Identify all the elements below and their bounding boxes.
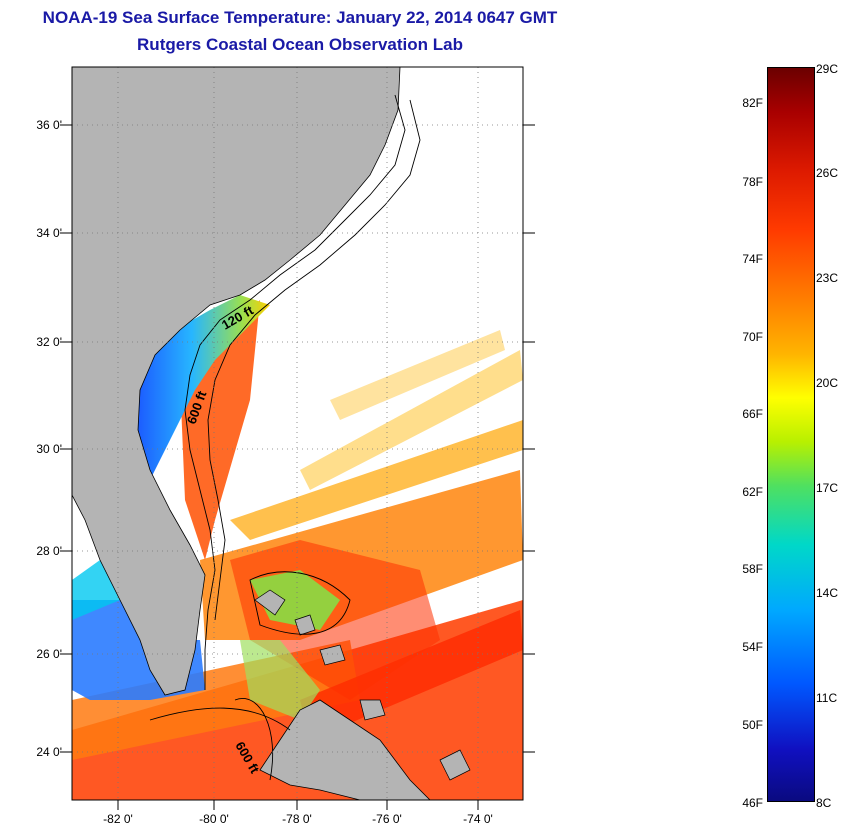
lat-label-28: 28 0': [36, 544, 62, 558]
colorbar-f-50: 50F: [742, 718, 763, 732]
lat-label-24: 24 0': [36, 745, 62, 759]
lon-label-78: -78 0': [282, 812, 312, 826]
lat-label-26: 26 0': [36, 647, 62, 661]
colorbar-c-23: 23C: [816, 271, 839, 285]
colorbar-c-14: 14C: [816, 586, 839, 600]
land-islands: [254, 589, 471, 781]
temperature-colorbar: [767, 67, 815, 802]
lat-label-36: 36 0': [36, 118, 62, 132]
map-subtitle: Rutgers Coastal Ocean Observation Lab: [137, 35, 463, 54]
colorbar-c-20: 20C: [816, 376, 839, 390]
sst-warm-bands: [72, 300, 523, 800]
lon-label-80: -80 0': [199, 812, 229, 826]
lon-label-74: -74 0': [463, 812, 493, 826]
colorbar-f-70: 70F: [742, 330, 763, 344]
land-mainland: [72, 67, 401, 696]
lat-label-30: 30 0': [36, 442, 62, 456]
colorbar-f-82: 82F: [742, 96, 763, 110]
colorbar-f-54: 54F: [742, 640, 763, 654]
lat-label-34: 34 0': [36, 226, 62, 240]
colorbar-c-26: 26C: [816, 166, 839, 180]
axis-ticks: [60, 124, 535, 810]
colorbar-f-66: 66F: [742, 407, 763, 421]
colorbar-f-74: 74F: [742, 252, 763, 266]
land-cuba: [259, 699, 431, 800]
colorbar-f-62: 62F: [742, 485, 763, 499]
lon-label-76: -76 0': [372, 812, 402, 826]
colorbar-c-29: 29C: [816, 62, 839, 76]
graticule: [72, 67, 523, 800]
isobath-contours: [149, 94, 421, 781]
colorbar-f-78: 78F: [742, 175, 763, 189]
colorbar-f-46: 46F: [742, 796, 763, 810]
map-title: NOAA-19 Sea Surface Temperature: January…: [42, 8, 558, 27]
colorbar-c-8: 8C: [816, 796, 832, 810]
lat-label-32: 32 0': [36, 335, 62, 349]
colorbar-f-58: 58F: [742, 562, 763, 576]
colorbar-c-11: 11C: [816, 691, 838, 705]
colorbar-c-17: 17C: [816, 481, 839, 495]
lon-label-82: -82 0': [103, 812, 133, 826]
